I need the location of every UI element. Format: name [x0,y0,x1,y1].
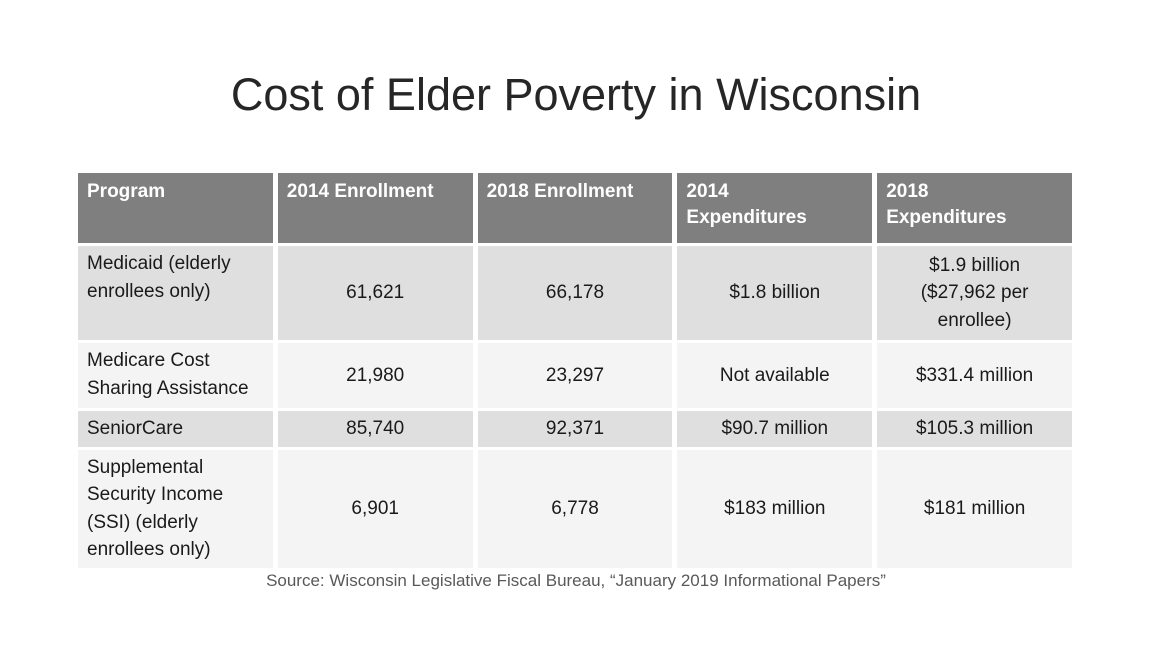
cell-2014-expenditures: Not available [677,343,873,408]
cell-2018-expenditures: $105.3 million [877,411,1072,447]
source-citation: Source: Wisconsin Legislative Fiscal Bur… [266,571,886,590]
table-row-ssi: Supplemental Security Income (SSI) (elde… [78,449,1072,568]
header-cell-2014-enrollment: 2014 Enrollment [277,173,473,243]
table-row-medicare-cost-sharing: Medicare Cost Sharing Assistance 21,980 … [78,343,1072,408]
cell-2018-enrollment: 6,778 [477,449,673,568]
table-header-row: Program 2014 Enrollment 2018 Enrollment … [78,173,1072,243]
header-cell-2014-expenditures: 2014 Expenditures [677,173,873,243]
table-row-medicaid: Medicaid (elderly enrollees only) 61,621… [78,246,1072,340]
cell-2014-enrollment: 6,901 [277,449,473,568]
elder-poverty-table: Program 2014 Enrollment 2018 Enrollment … [73,170,1077,571]
cell-program: Medicare Cost Sharing Assistance [78,343,273,408]
cell-2014-expenditures: $90.7 million [677,411,873,447]
cell-2014-enrollment: 85,740 [277,411,473,447]
table-row-seniorcare: SeniorCare 85,740 92,371 $90.7 million $… [78,411,1072,447]
cell-2018-expenditures: $331.4 million [877,343,1072,408]
cell-2014-enrollment: 61,621 [277,246,473,340]
cell-program: Medicaid (elderly enrollees only) [78,246,273,340]
cell-program: Supplemental Security Income (SSI) (elde… [78,449,273,568]
cell-program: SeniorCare [78,411,273,447]
slide-title: Cost of Elder Poverty in Wisconsin [230,69,922,120]
cell-2018-enrollment: 23,297 [477,343,673,408]
cell-2014-expenditures: $183 million [677,449,873,568]
cell-2018-expenditures: $1.9 billion ($27,962 per enrollee) [877,246,1072,340]
cell-2018-enrollment: 66,178 [477,246,673,340]
header-cell-program: Program [78,173,273,243]
header-cell-2018-enrollment: 2018 Enrollment [477,173,673,243]
cell-2014-expenditures: $1.8 billion [677,246,873,340]
cell-2018-enrollment: 92,371 [477,411,673,447]
header-cell-2018-expenditures: 2018 Expenditures [877,173,1072,243]
cell-2018-expenditures: $181 million [877,449,1072,568]
cell-2014-enrollment: 21,980 [277,343,473,408]
